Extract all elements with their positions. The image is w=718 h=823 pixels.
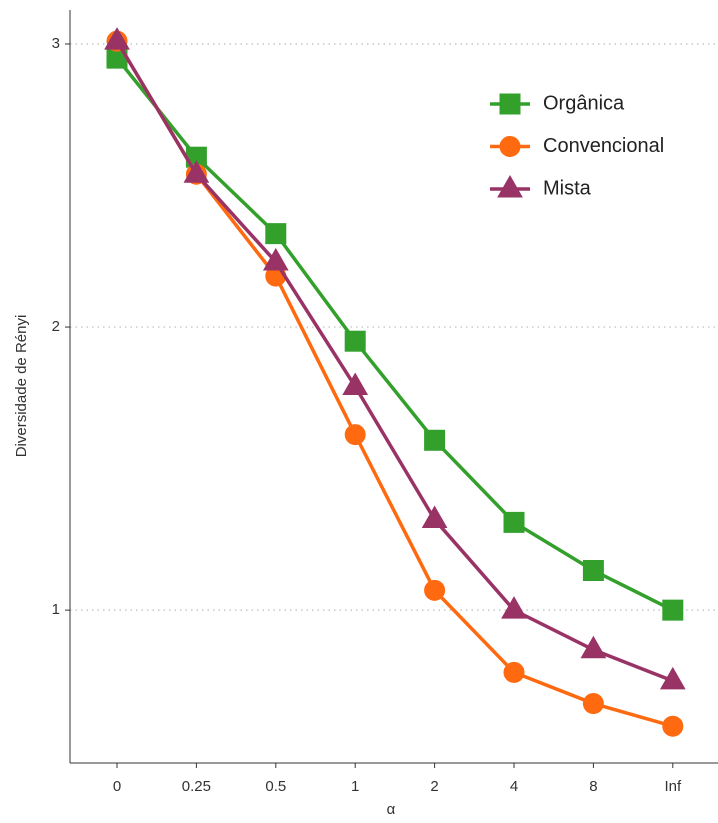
point: [580, 635, 607, 659]
point: [344, 330, 366, 352]
x-tick-label: 0.5: [265, 778, 286, 795]
point: [183, 160, 210, 183]
point: [421, 505, 448, 529]
point: [424, 429, 446, 451]
y-tick-label: 2: [52, 318, 60, 335]
legend-label: Orgânica: [543, 92, 625, 114]
y-tick-label: 1: [52, 601, 60, 618]
point: [501, 596, 527, 619]
y-axis-label: Diversidade de Rényi: [13, 315, 30, 458]
point: [344, 424, 366, 446]
x-tick-label: 4: [510, 778, 518, 795]
series-line: [115, 40, 674, 683]
legend-marker: [497, 174, 523, 198]
x-axis-label: α: [387, 801, 396, 818]
x-tick-label: 2: [430, 778, 438, 795]
legend-marker: [499, 93, 521, 115]
point: [342, 372, 369, 395]
point: [104, 27, 130, 50]
point: [503, 511, 525, 533]
point: [424, 579, 446, 601]
x-tick-label: 0: [113, 778, 121, 795]
point: [662, 599, 684, 621]
x-tick-label: 8: [589, 778, 597, 795]
series-line: [115, 57, 674, 612]
point: [265, 223, 287, 245]
y-tick-label: 3: [52, 35, 60, 52]
x-tick-label: 0.25: [182, 778, 211, 795]
point: [262, 247, 289, 271]
legend-label: Convencional: [543, 135, 664, 157]
point: [503, 661, 525, 683]
point: [659, 666, 686, 690]
legend-marker: [499, 136, 521, 157]
legend-label: Mista: [543, 177, 592, 199]
point: [582, 693, 604, 715]
point: [662, 715, 684, 737]
x-tick-label: Inf: [664, 778, 682, 795]
x-tick-label: 1: [351, 778, 359, 795]
point: [582, 560, 604, 582]
